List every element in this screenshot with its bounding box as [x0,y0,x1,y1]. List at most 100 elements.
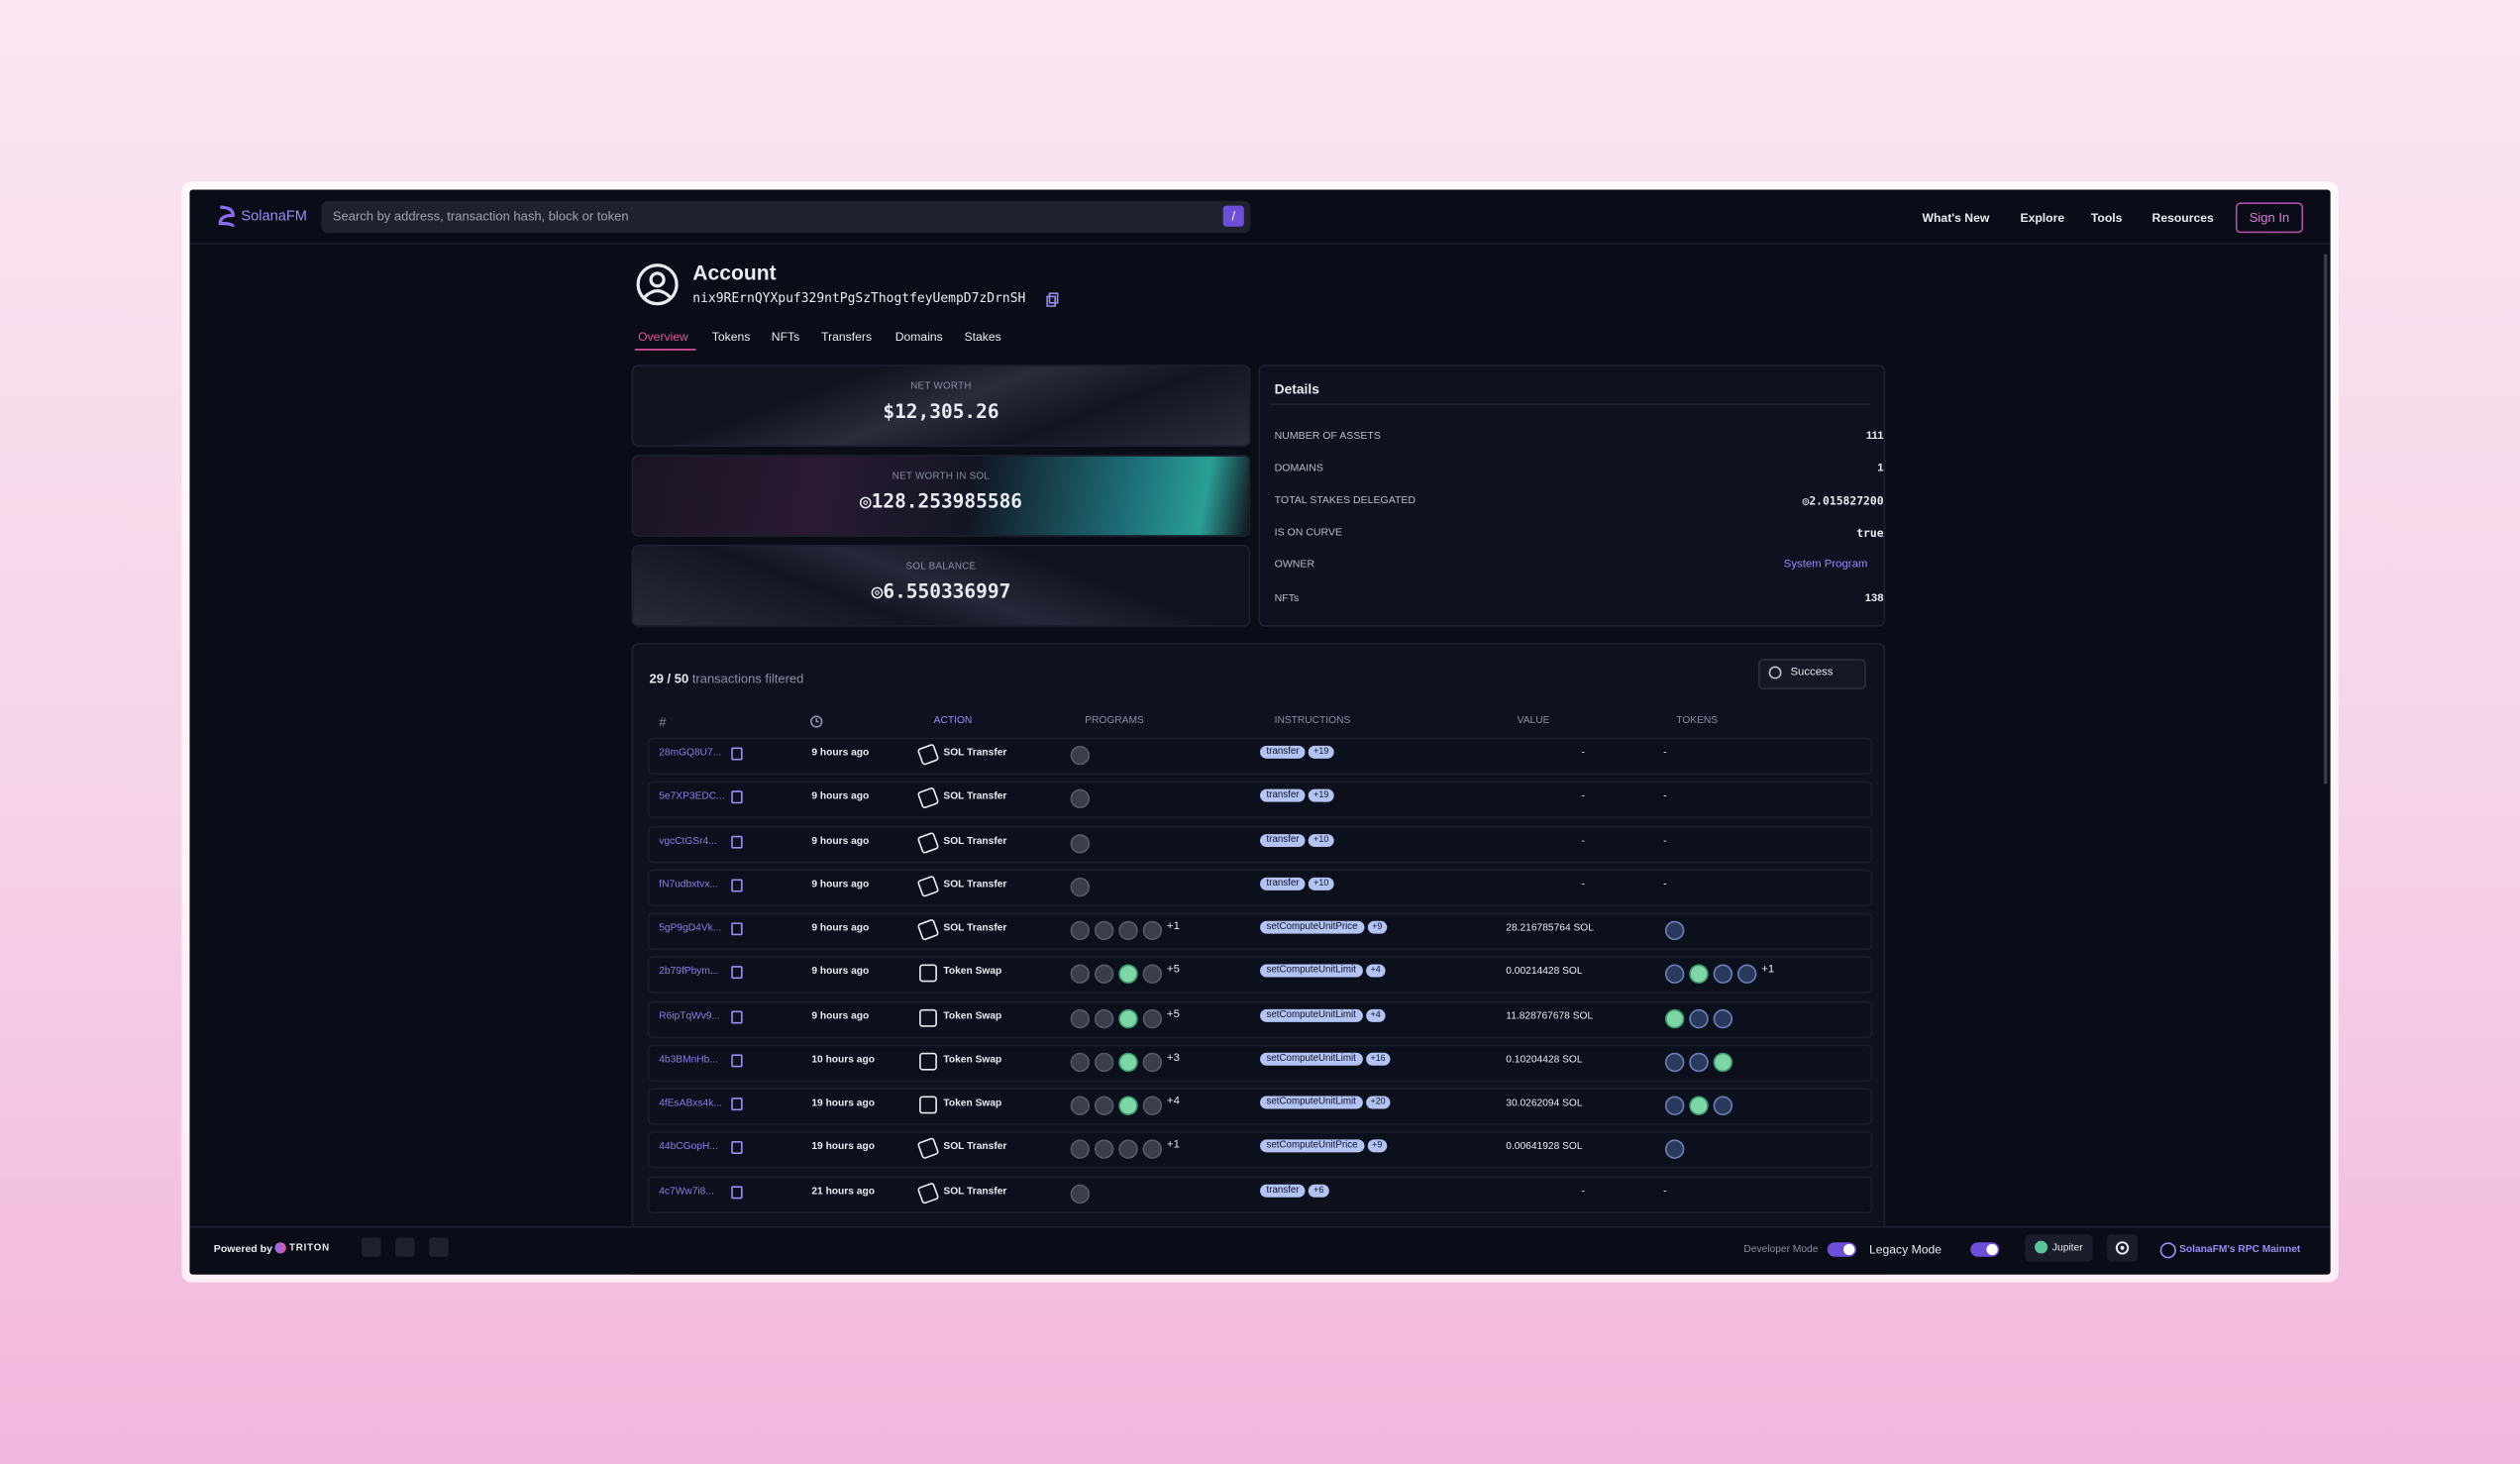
nav-link[interactable]: Tools [2090,210,2123,226]
detail-value: 1 [1877,463,1884,474]
transaction-row[interactable]: fN7udbxtvx... 9 hours ago SOL Transfer tran… [647,869,1873,906]
copy-icon[interactable] [731,922,743,936]
nav-link[interactable]: What's New [1922,210,1990,226]
tab[interactable]: Stakes [964,329,1001,345]
time: 21 hours ago [811,1185,875,1198]
programs-more: +1 [1166,1140,1180,1152]
tab[interactable]: Transfers [821,329,873,345]
time: 19 hours ago [811,1098,875,1109]
tab[interactable]: NFTs [771,329,800,345]
program-icon [1118,1052,1138,1073]
social-discord[interactable] [395,1237,415,1257]
token-icon [1713,1052,1733,1073]
copy-icon[interactable] [731,747,743,761]
instructions: setComputeUnitPrice +9 [1260,920,1388,934]
signature[interactable]: 28mGQ8U7... [659,747,722,759]
action-icon [916,830,940,854]
copy-icon[interactable] [731,966,743,980]
signature[interactable]: 5e7XP3EDC... [659,790,725,803]
action: SOL Transfer [943,747,1007,759]
instruction: setComputeUnitLimit [1260,1096,1363,1109]
tab-underline [634,349,696,351]
programs-more: +5 [1166,965,1180,977]
transaction-row[interactable]: R6ipTqWv9... 9 hours ago Token Swap +5 setCo… [647,1000,1873,1038]
transaction-row[interactable]: 28mGQ8U7... 9 hours ago SOL Transfer transf… [647,737,1873,776]
instruction-count: +19 [1309,789,1334,803]
signature[interactable]: 4c7Ww7i8... [659,1185,714,1198]
status-filter-label[interactable]: Success [1790,667,1834,679]
program-icon [1070,920,1091,941]
details-title: Details [1274,380,1319,397]
signature[interactable]: 4b3BMnHb... [659,1054,718,1066]
status-filter[interactable] [1758,659,1866,690]
jupiter-label[interactable]: Jupiter [2051,1242,2083,1254]
transaction-row[interactable]: 4c7Ww7i8... 21 hours ago SOL Transfer trans… [647,1176,1873,1213]
transaction-row[interactable]: 2b79fPbym... 9 hours ago Token Swap +5 setCo… [647,956,1873,994]
column-header[interactable]: PROGRAMS [1085,715,1144,727]
card-label: NET WORTH [910,382,972,392]
column-header[interactable]: INSTRUCTIONS [1274,715,1351,727]
rpc-icon [2159,1242,2176,1259]
account-address: nix9RErnQYXpuf329ntPgSzThogtfeyUempD7zDr… [692,290,1026,306]
copy-icon[interactable] [731,1098,743,1111]
signature[interactable]: 5gP9gD4Vk... [659,922,722,934]
instruction: setComputeUnitPrice [1260,920,1365,934]
developer-mode-toggle[interactable] [1827,1242,1856,1257]
signature[interactable]: 2b79fPbym... [659,966,719,979]
transaction-row[interactable]: 44bCGopH... 19 hours ago SOL Transfer +1 set… [647,1131,1873,1170]
social-x[interactable] [362,1237,381,1257]
transaction-row[interactable]: 4b3BMnHb... 10 hours ago Token Swap +3 setCo… [647,1044,1873,1082]
action: SOL Transfer [943,1141,1007,1154]
sign-in-button[interactable]: Sign In [2235,202,2304,234]
rpc-label[interactable]: SolanaFM's RPC Mainnet [2179,1243,2301,1256]
column-header[interactable]: ACTION [933,715,973,727]
copy-icon[interactable] [1046,292,1059,307]
detail-value[interactable]: System Program [1783,559,1868,571]
legacy-mode-toggle[interactable] [1970,1242,2000,1257]
instructions: transfer +10 [1260,877,1334,890]
value: - [1581,1185,1585,1198]
search-shortcut[interactable]: / [1222,205,1244,227]
program-icon [1070,877,1091,897]
program-icon [1070,1140,1091,1160]
copy-icon[interactable] [731,1054,743,1068]
program-icon [1070,833,1091,853]
tab[interactable]: Tokens [711,329,751,345]
copy-icon[interactable] [731,879,743,892]
transaction-row[interactable]: 5gP9gD4Vk... 9 hours ago SOL Transfer +1 set… [647,912,1873,951]
copy-icon[interactable] [731,1009,743,1023]
action: SOL Transfer [943,879,1007,890]
copy-icon[interactable] [731,834,743,848]
copy-icon[interactable] [731,1185,743,1199]
instruction: setComputeUnitLimit [1260,965,1363,979]
signature[interactable]: vgcCtGSr4... [659,834,717,847]
nav-link[interactable]: Explore [2020,210,2065,226]
instruction: transfer [1260,1184,1307,1198]
transaction-row[interactable]: vgcCtGSr4... 9 hours ago SOL Transfer trans… [647,825,1873,863]
transaction-row[interactable]: 5e7XP3EDC... 9 hours ago SOL Transfer trans… [647,781,1873,819]
triton-text[interactable]: TRITON [289,1243,330,1254]
action: Token Swap [943,1054,1002,1066]
signature[interactable]: R6ipTqWv9... [659,1009,721,1022]
detail-value: true [1856,527,1884,541]
value: - [1581,834,1585,847]
token-icon [1664,920,1685,941]
instruction-count: +6 [1309,1184,1329,1198]
search-placeholder[interactable]: Search by address, transaction hash, blo… [332,208,629,224]
search-box[interactable] [321,200,1251,234]
tab[interactable]: Domains [894,329,943,345]
social-docs[interactable] [429,1237,449,1257]
nav-link[interactable]: Resources [2152,210,2214,226]
copy-icon[interactable] [731,1141,743,1155]
signature[interactable]: 44bCGopH... [659,1141,718,1154]
signature[interactable]: fN7udbxtvx... [659,879,718,890]
column-header[interactable]: TOKENS [1676,715,1719,727]
tab-active[interactable]: Overview [638,329,688,345]
signature[interactable]: 4fEsABxs4k... [659,1098,722,1109]
transaction-row[interactable]: 4fEsABxs4k... 19 hours ago Token Swap +4 set… [647,1088,1873,1126]
copy-icon[interactable] [731,790,743,804]
net-worth-sol-card [631,455,1251,537]
logo-text[interactable]: SolanaFM [241,207,307,224]
instruction: setComputeUnitLimit [1260,1008,1363,1022]
programs-more: +5 [1166,1008,1180,1020]
